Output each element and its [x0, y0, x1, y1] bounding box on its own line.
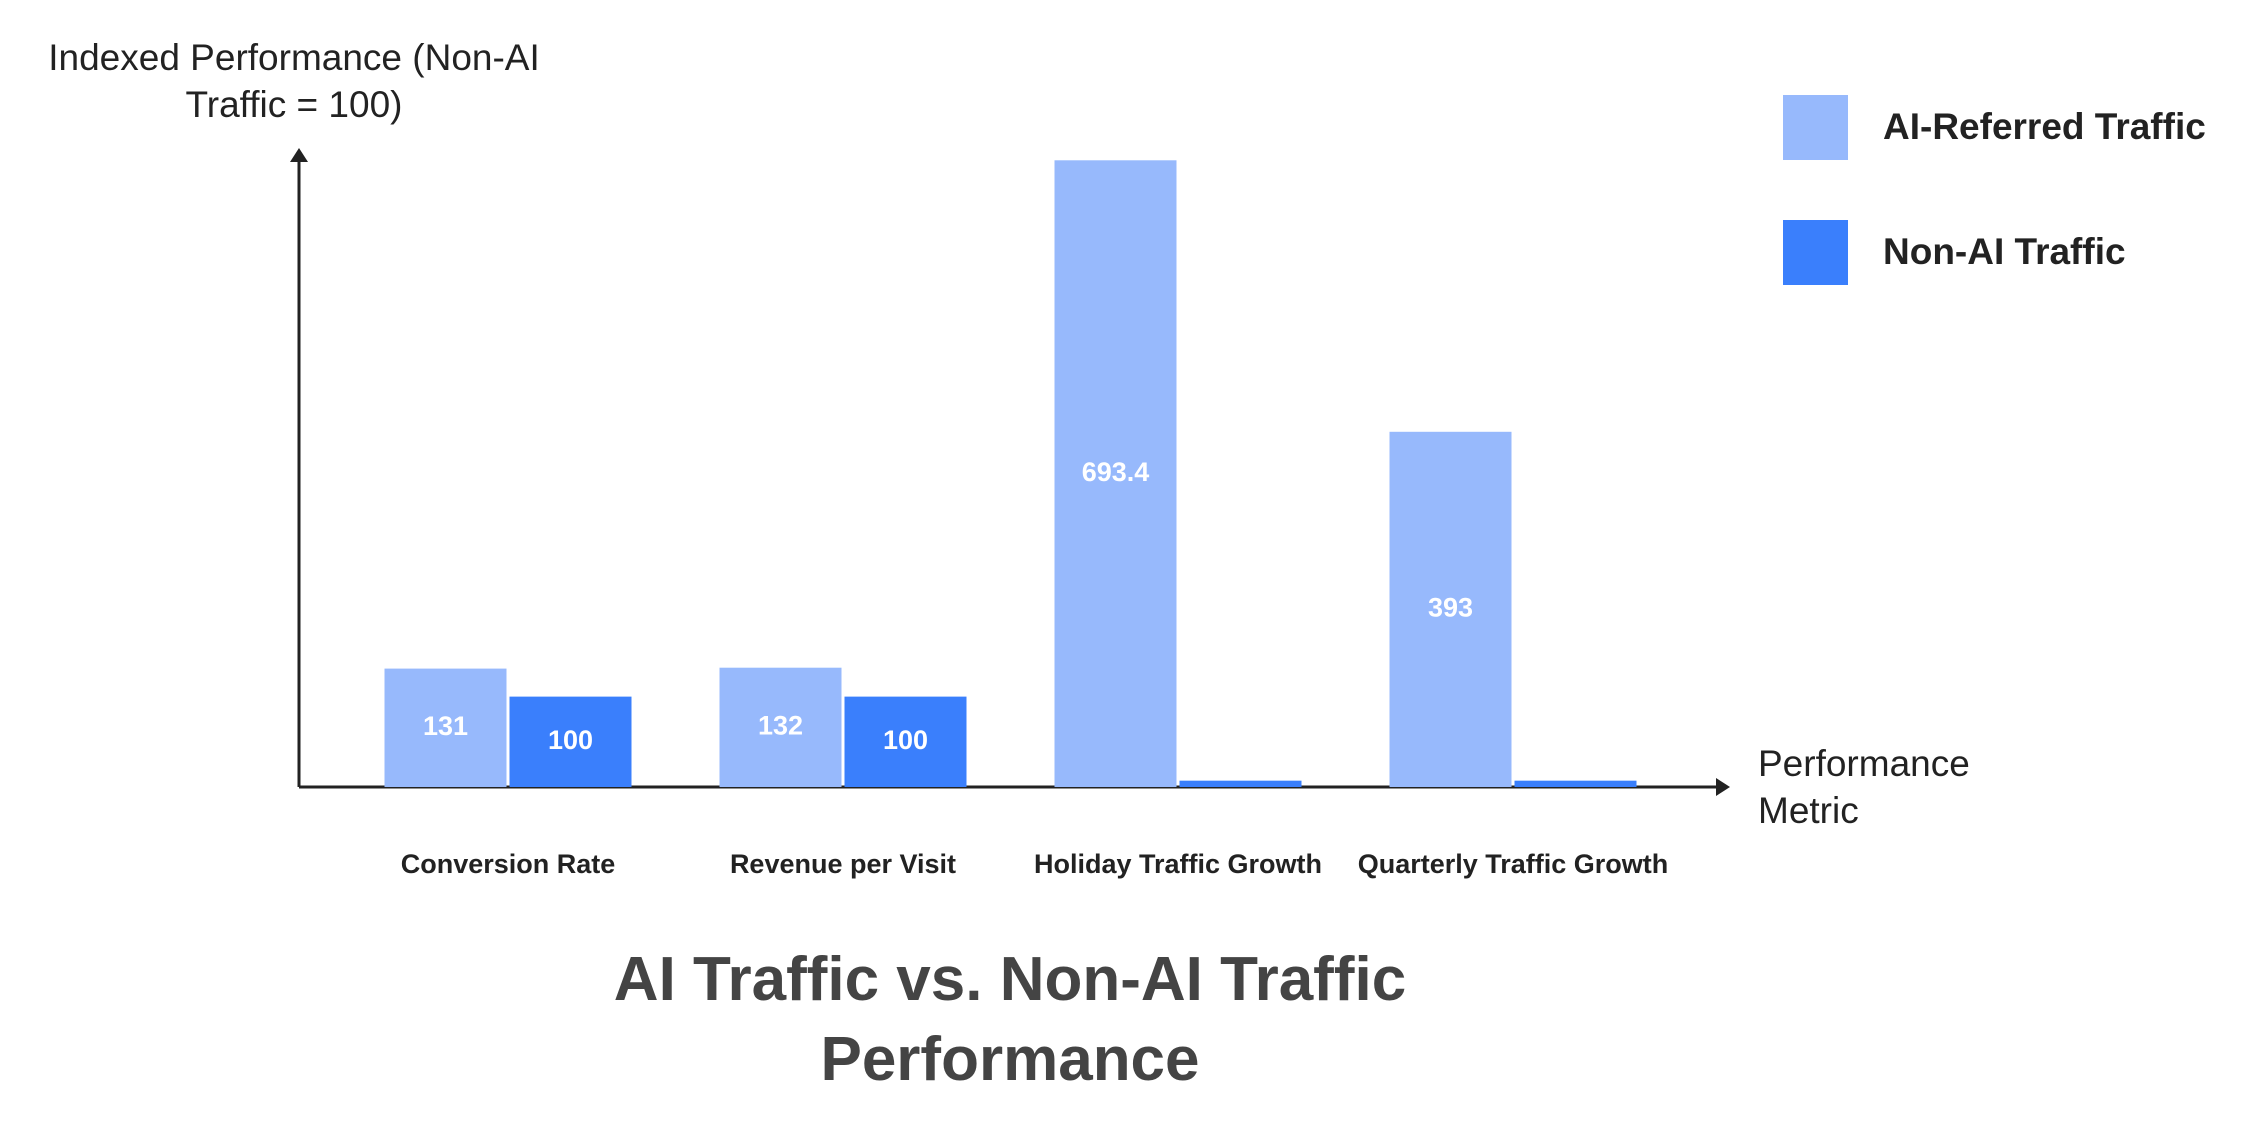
- x-axis-arrow: [1716, 778, 1730, 796]
- bar: [384, 668, 507, 787]
- value-label: 100: [548, 725, 593, 755]
- y-axis-arrow: [290, 148, 308, 162]
- value-label: 131: [423, 711, 468, 741]
- x-tick-label: Conversion Rate: [401, 849, 616, 879]
- bar: [1514, 780, 1637, 787]
- value-label: 132: [758, 710, 803, 740]
- bar: [1179, 780, 1302, 787]
- x-tick-label: Holiday Traffic Growth: [1034, 849, 1322, 879]
- value-label: 393: [1428, 593, 1473, 623]
- bar: [509, 696, 632, 787]
- y-axis-label: Indexed Performance (Non-AI Traffic = 10…: [48, 37, 540, 125]
- legend-swatch: [1783, 220, 1848, 285]
- bar: [1054, 160, 1177, 787]
- bar: [844, 696, 967, 787]
- bar: [719, 667, 842, 787]
- legend-label: AI-Referred Traffic: [1883, 106, 2206, 147]
- value-label: 100: [883, 725, 928, 755]
- bar: [1389, 431, 1512, 787]
- value-label: 693.4: [1082, 457, 1150, 487]
- x-axis-label: Performance Metric: [1758, 743, 1970, 831]
- legend-label: Non-AI Traffic: [1883, 231, 2126, 272]
- chart-title: AI Traffic vs. Non-AI Traffic Performanc…: [613, 945, 1407, 1094]
- legend-swatch: [1783, 95, 1848, 160]
- x-tick-label: Revenue per Visit: [730, 849, 956, 879]
- x-tick-label: Quarterly Traffic Growth: [1358, 849, 1669, 879]
